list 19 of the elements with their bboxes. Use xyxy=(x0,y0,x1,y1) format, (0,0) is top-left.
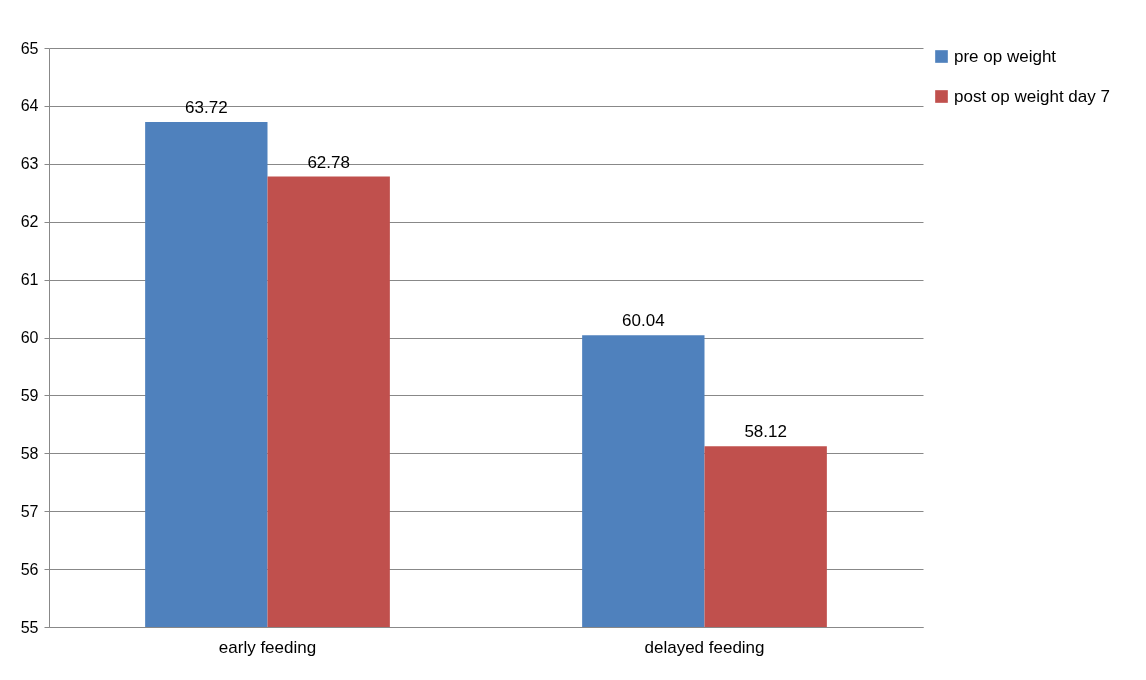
data-label: 62.78 xyxy=(307,152,350,172)
y-tick-label: 64 xyxy=(20,97,39,115)
y-tick-label: 59 xyxy=(20,386,39,404)
y-tick-label: 57 xyxy=(20,502,39,520)
legend-label: post op weight day 7 xyxy=(954,86,1110,106)
y-tick-label: 62 xyxy=(20,213,39,231)
y-tick-label: 58 xyxy=(20,444,39,462)
y-tick-label: 55 xyxy=(20,618,39,636)
data-label: 63.72 xyxy=(185,98,228,118)
legend-label: pre op weight xyxy=(954,46,1057,66)
data-label: 58.12 xyxy=(744,422,787,442)
y-tick-label: 61 xyxy=(20,271,39,289)
x-tick-label: delayed feeding xyxy=(644,637,765,657)
y-tick-label: 63 xyxy=(20,155,39,173)
x-tick-label: early feeding xyxy=(218,637,317,657)
y-tick-label: 60 xyxy=(20,329,39,346)
data-label: 60.04 xyxy=(622,311,665,331)
y-tick-label: 65 xyxy=(20,39,39,57)
y-tick-label: 56 xyxy=(20,560,39,578)
